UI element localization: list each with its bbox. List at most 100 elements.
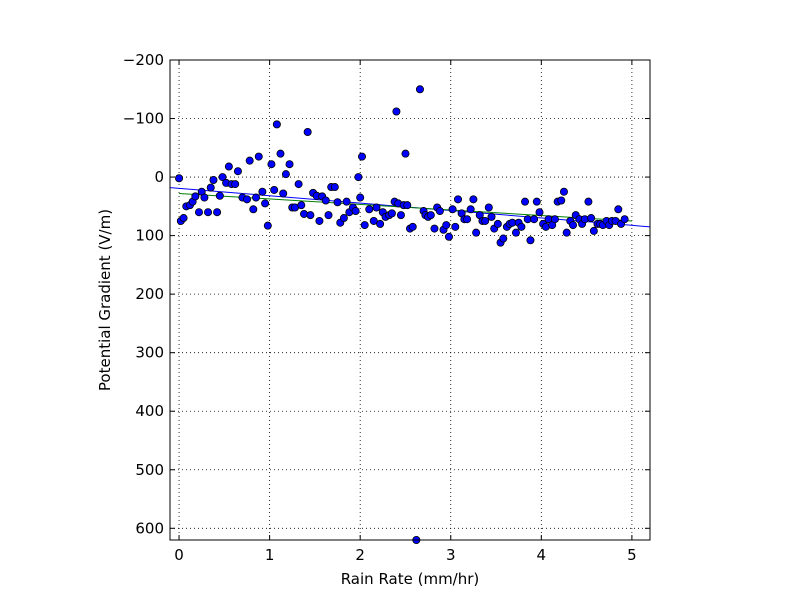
- data-point: [272, 120, 281, 129]
- data-point: [526, 236, 535, 245]
- data-point: [469, 195, 478, 204]
- data-point: [279, 189, 288, 198]
- data-point: [589, 226, 598, 235]
- plot-frame: [169, 59, 651, 541]
- data-point: [569, 221, 578, 230]
- y-tick-label: 100: [135, 227, 164, 245]
- data-points: [175, 85, 629, 545]
- data-point: [285, 160, 294, 169]
- data-point: [267, 160, 276, 169]
- y-tick-label: −100: [123, 110, 164, 128]
- y-axis-label: Potential Gradient (V/m): [96, 209, 114, 391]
- data-point: [249, 205, 258, 214]
- data-point: [365, 205, 374, 214]
- data-point: [297, 201, 306, 210]
- data-point: [466, 205, 475, 214]
- data-point: [200, 193, 209, 202]
- data-point: [451, 222, 460, 231]
- data-point: [351, 207, 360, 216]
- data-point: [333, 198, 342, 207]
- data-point: [369, 216, 378, 225]
- data-point: [448, 205, 457, 214]
- data-point: [481, 216, 490, 225]
- data-point: [330, 183, 339, 192]
- y-tick-label: 300: [135, 344, 164, 362]
- data-point: [175, 174, 184, 183]
- data-point: [233, 167, 242, 176]
- data-point: [261, 199, 270, 208]
- data-point: [231, 180, 240, 189]
- data-point: [315, 216, 324, 225]
- data-point: [263, 221, 272, 230]
- data-point: [204, 208, 213, 217]
- data-point: [517, 222, 526, 231]
- data-point: [493, 219, 502, 228]
- data-point: [357, 152, 366, 161]
- data-point: [392, 107, 401, 116]
- data-point: [463, 215, 472, 224]
- data-point: [511, 228, 520, 237]
- data-point: [281, 170, 290, 179]
- data-point: [614, 205, 623, 214]
- y-tick-label: 600: [135, 519, 164, 537]
- data-point: [276, 149, 285, 158]
- data-point: [487, 212, 496, 221]
- data-point: [535, 208, 544, 217]
- data-point: [587, 214, 596, 223]
- grid-lines: [170, 59, 650, 540]
- data-point: [209, 175, 218, 184]
- data-point: [242, 195, 251, 204]
- y-tick-label: 0: [154, 168, 164, 186]
- data-point: [252, 193, 261, 202]
- data-point: [179, 214, 188, 223]
- data-point: [401, 149, 410, 158]
- data-point: [191, 192, 200, 201]
- x-axis-ticks: 0 1 2 3 4 5: [174, 60, 637, 564]
- data-point: [426, 211, 435, 220]
- data-point: [215, 191, 224, 200]
- data-point: [408, 222, 417, 231]
- data-point: [356, 193, 365, 202]
- data-point: [258, 187, 267, 196]
- data-point: [387, 209, 396, 218]
- data-point: [324, 211, 333, 220]
- data-point: [499, 234, 508, 243]
- data-point: [339, 214, 348, 223]
- data-point: [532, 197, 541, 206]
- data-point: [430, 224, 439, 233]
- y-axis-ticks: −200 −100 0 100 200 300 400 500 600: [123, 51, 650, 537]
- data-point: [442, 221, 451, 230]
- x-tick-label: 5: [627, 546, 637, 564]
- x-axis-label: Rain Rate (mm/hr): [341, 570, 480, 588]
- x-tick-label: 4: [537, 546, 547, 564]
- y-tick-label: −200: [123, 51, 164, 69]
- data-point: [303, 127, 312, 136]
- y-tick-label: 500: [135, 461, 164, 479]
- x-tick-label: 1: [265, 546, 275, 564]
- data-point: [453, 195, 462, 204]
- data-point: [620, 215, 629, 224]
- data-point: [213, 208, 222, 217]
- data-point: [306, 211, 315, 220]
- data-point: [342, 197, 351, 206]
- data-point: [376, 219, 385, 228]
- y-tick-label: 400: [135, 402, 164, 420]
- data-point: [354, 173, 363, 182]
- data-point: [557, 196, 566, 205]
- data-point: [206, 183, 215, 192]
- data-point: [396, 211, 405, 220]
- data-point: [294, 180, 303, 189]
- data-point: [559, 187, 568, 196]
- x-tick-label: 0: [174, 546, 184, 564]
- data-point: [550, 215, 559, 224]
- data-point: [321, 196, 330, 205]
- data-point: [472, 228, 481, 237]
- data-point: [270, 185, 279, 194]
- x-tick-label: 3: [446, 546, 456, 564]
- data-point: [254, 152, 263, 161]
- data-point: [218, 173, 227, 182]
- data-point: [245, 156, 254, 165]
- data-point: [444, 232, 453, 241]
- data-point: [484, 203, 493, 212]
